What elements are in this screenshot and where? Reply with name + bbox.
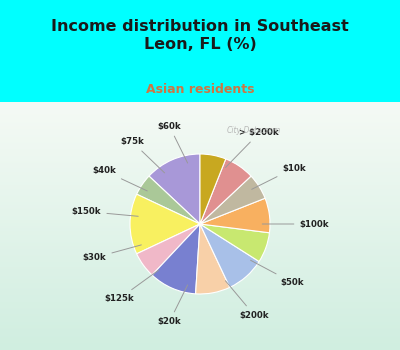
Text: $100k: $100k	[262, 219, 329, 229]
Text: $60k: $60k	[158, 122, 188, 163]
Wedge shape	[200, 198, 270, 233]
Wedge shape	[152, 224, 200, 294]
Wedge shape	[137, 224, 200, 275]
Wedge shape	[200, 224, 259, 287]
Text: City-Data.com: City-Data.com	[227, 126, 281, 135]
Text: $125k: $125k	[104, 270, 158, 303]
Text: $200k: $200k	[226, 281, 269, 320]
Text: $20k: $20k	[158, 285, 188, 326]
Wedge shape	[200, 176, 265, 224]
Text: $75k: $75k	[120, 137, 164, 173]
Text: $150k: $150k	[72, 207, 138, 216]
Text: Asian residents: Asian residents	[146, 83, 254, 96]
Text: $30k: $30k	[83, 245, 141, 262]
Wedge shape	[200, 159, 251, 224]
Text: $40k: $40k	[92, 166, 147, 191]
Wedge shape	[149, 154, 200, 224]
Wedge shape	[200, 154, 226, 224]
Text: > $200k: > $200k	[226, 128, 279, 167]
Text: Income distribution in Southeast
Leon, FL (%): Income distribution in Southeast Leon, F…	[51, 19, 349, 52]
Wedge shape	[200, 224, 270, 261]
Wedge shape	[130, 194, 200, 254]
Text: $10k: $10k	[252, 164, 306, 189]
Wedge shape	[196, 224, 230, 294]
Wedge shape	[137, 176, 200, 224]
Text: $50k: $50k	[250, 260, 304, 287]
